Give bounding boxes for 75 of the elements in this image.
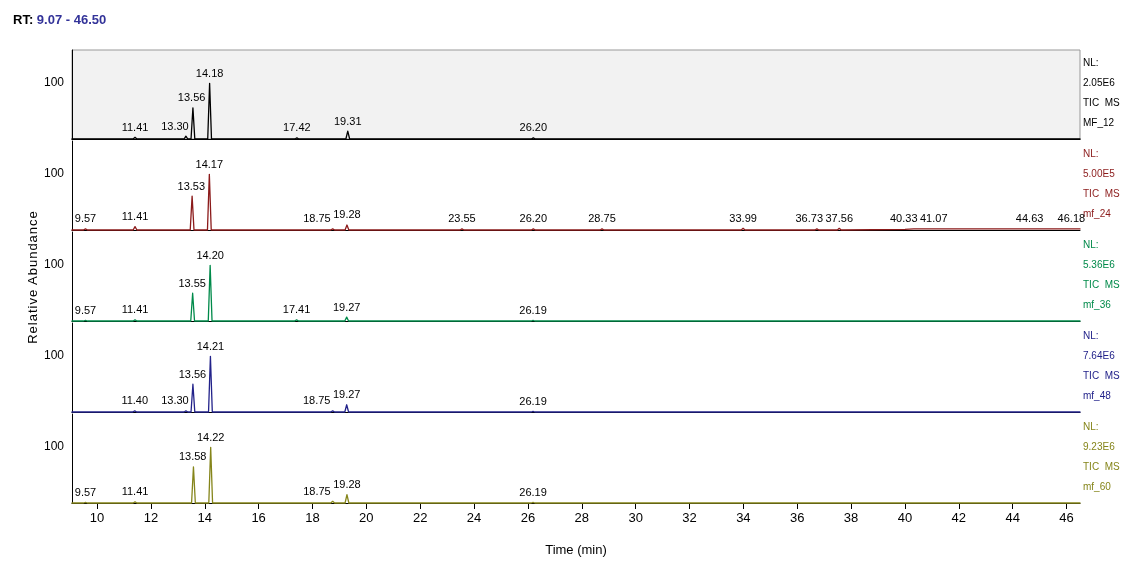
annotation: 36.73 [795, 212, 824, 225]
annotation: 28.75 [588, 212, 616, 225]
annotation: 13.30 [161, 394, 189, 407]
annotation: 13.53 [177, 179, 206, 192]
annotation: 14.20 [196, 248, 224, 261]
annotation: 9.57 [74, 303, 97, 316]
x-tick-label: 40 [897, 510, 913, 525]
annotation: 11.41 [121, 210, 149, 223]
annotation: 26.19 [519, 303, 547, 316]
annotation: 19.28 [333, 478, 361, 491]
x-tick-label: 38 [843, 510, 859, 525]
x-tick-label: 14 [197, 510, 212, 525]
x-tick-label: 18 [305, 510, 320, 525]
annotation: 11.41 [121, 120, 149, 133]
annotation: 14.21 [196, 339, 225, 352]
text: NL: 5.00E5 TIC MS mf_24 [1083, 147, 1120, 219]
x-tick-label: 10 [89, 510, 105, 525]
annotation: 19.28 [333, 208, 361, 221]
x-tick-label: 12 [143, 510, 159, 525]
annotation: 19.27 [332, 300, 361, 313]
annotation: 33.99 [729, 211, 757, 224]
y-axis-title: Relative Abundance [24, 209, 40, 344]
x-tick-label: 20 [359, 510, 374, 525]
annotation: 14.17 [195, 157, 224, 170]
annotation: 26.19 [519, 485, 547, 498]
x-tick-label: 26 [520, 510, 536, 525]
text: NL: 9.23E6 TIC MS mf_60 [1083, 420, 1120, 492]
annotation: 9.57 [74, 485, 97, 498]
text: NL: 2.05E6 TIC MS MF_12 [1083, 56, 1120, 128]
x-tick-label: 16 [251, 510, 266, 525]
x-tick-label: 22 [412, 510, 428, 525]
x-tick-label: 28 [574, 510, 590, 525]
x-tick-label: 46 [1059, 510, 1074, 525]
annotation: 26.20 [519, 121, 548, 134]
x-axis-title: Time (min) [545, 542, 607, 557]
annotation: 13.30 [161, 119, 189, 132]
annotation: 37.56 [825, 211, 854, 224]
annotation: 13.55 [178, 276, 206, 289]
annotation: 11.41 [121, 303, 149, 316]
x-tick-label: 36 [790, 510, 805, 525]
annotation: 26.19 [519, 394, 547, 407]
annotation: 18.75 [302, 394, 331, 407]
annotation: 11.40 [121, 394, 149, 407]
text: 100 [43, 166, 65, 181]
annotation: 13.58 [178, 450, 207, 463]
annotation: 13.56 [177, 91, 206, 104]
text: NL: 7.64E6 TIC MS mf_48 [1083, 329, 1120, 401]
annotation: 44.63 [1015, 212, 1044, 225]
text: 100 [43, 75, 65, 90]
annotation: 14.18 [195, 66, 224, 79]
annotation: 17.42 [283, 121, 311, 134]
annotation: 13.56 [178, 367, 207, 380]
annotation: 23.55 [448, 212, 476, 225]
annotation: 14.22 [196, 430, 225, 443]
text: 100 [43, 348, 65, 363]
x-tick-label: 44 [1005, 510, 1020, 525]
x-tick-label: 42 [951, 510, 967, 525]
x-tick-label: 34 [736, 510, 751, 525]
text: NL: 5.36E6 TIC MS mf_36 [1083, 238, 1120, 310]
annotation: 19.27 [332, 388, 361, 401]
annotation: 40.33 [890, 212, 918, 225]
annotation: 9.57 [74, 212, 97, 225]
text: 100 [43, 257, 65, 272]
x-tick-label: 32 [682, 510, 697, 525]
text: 100 [43, 439, 65, 454]
annotation: 41.07 [920, 212, 948, 225]
annotation: 18.75 [303, 212, 331, 225]
annotation: 17.41 [282, 303, 311, 316]
x-tick-label: 24 [466, 510, 482, 525]
annotation: 18.75 [303, 484, 331, 497]
annotation: 11.41 [121, 485, 149, 498]
chart-title: RT: 9.07 - 46.50 [13, 12, 107, 27]
annotation: 19.31 [334, 114, 362, 127]
x-tick-label: 30 [628, 510, 643, 525]
annotation: 26.20 [519, 212, 548, 225]
